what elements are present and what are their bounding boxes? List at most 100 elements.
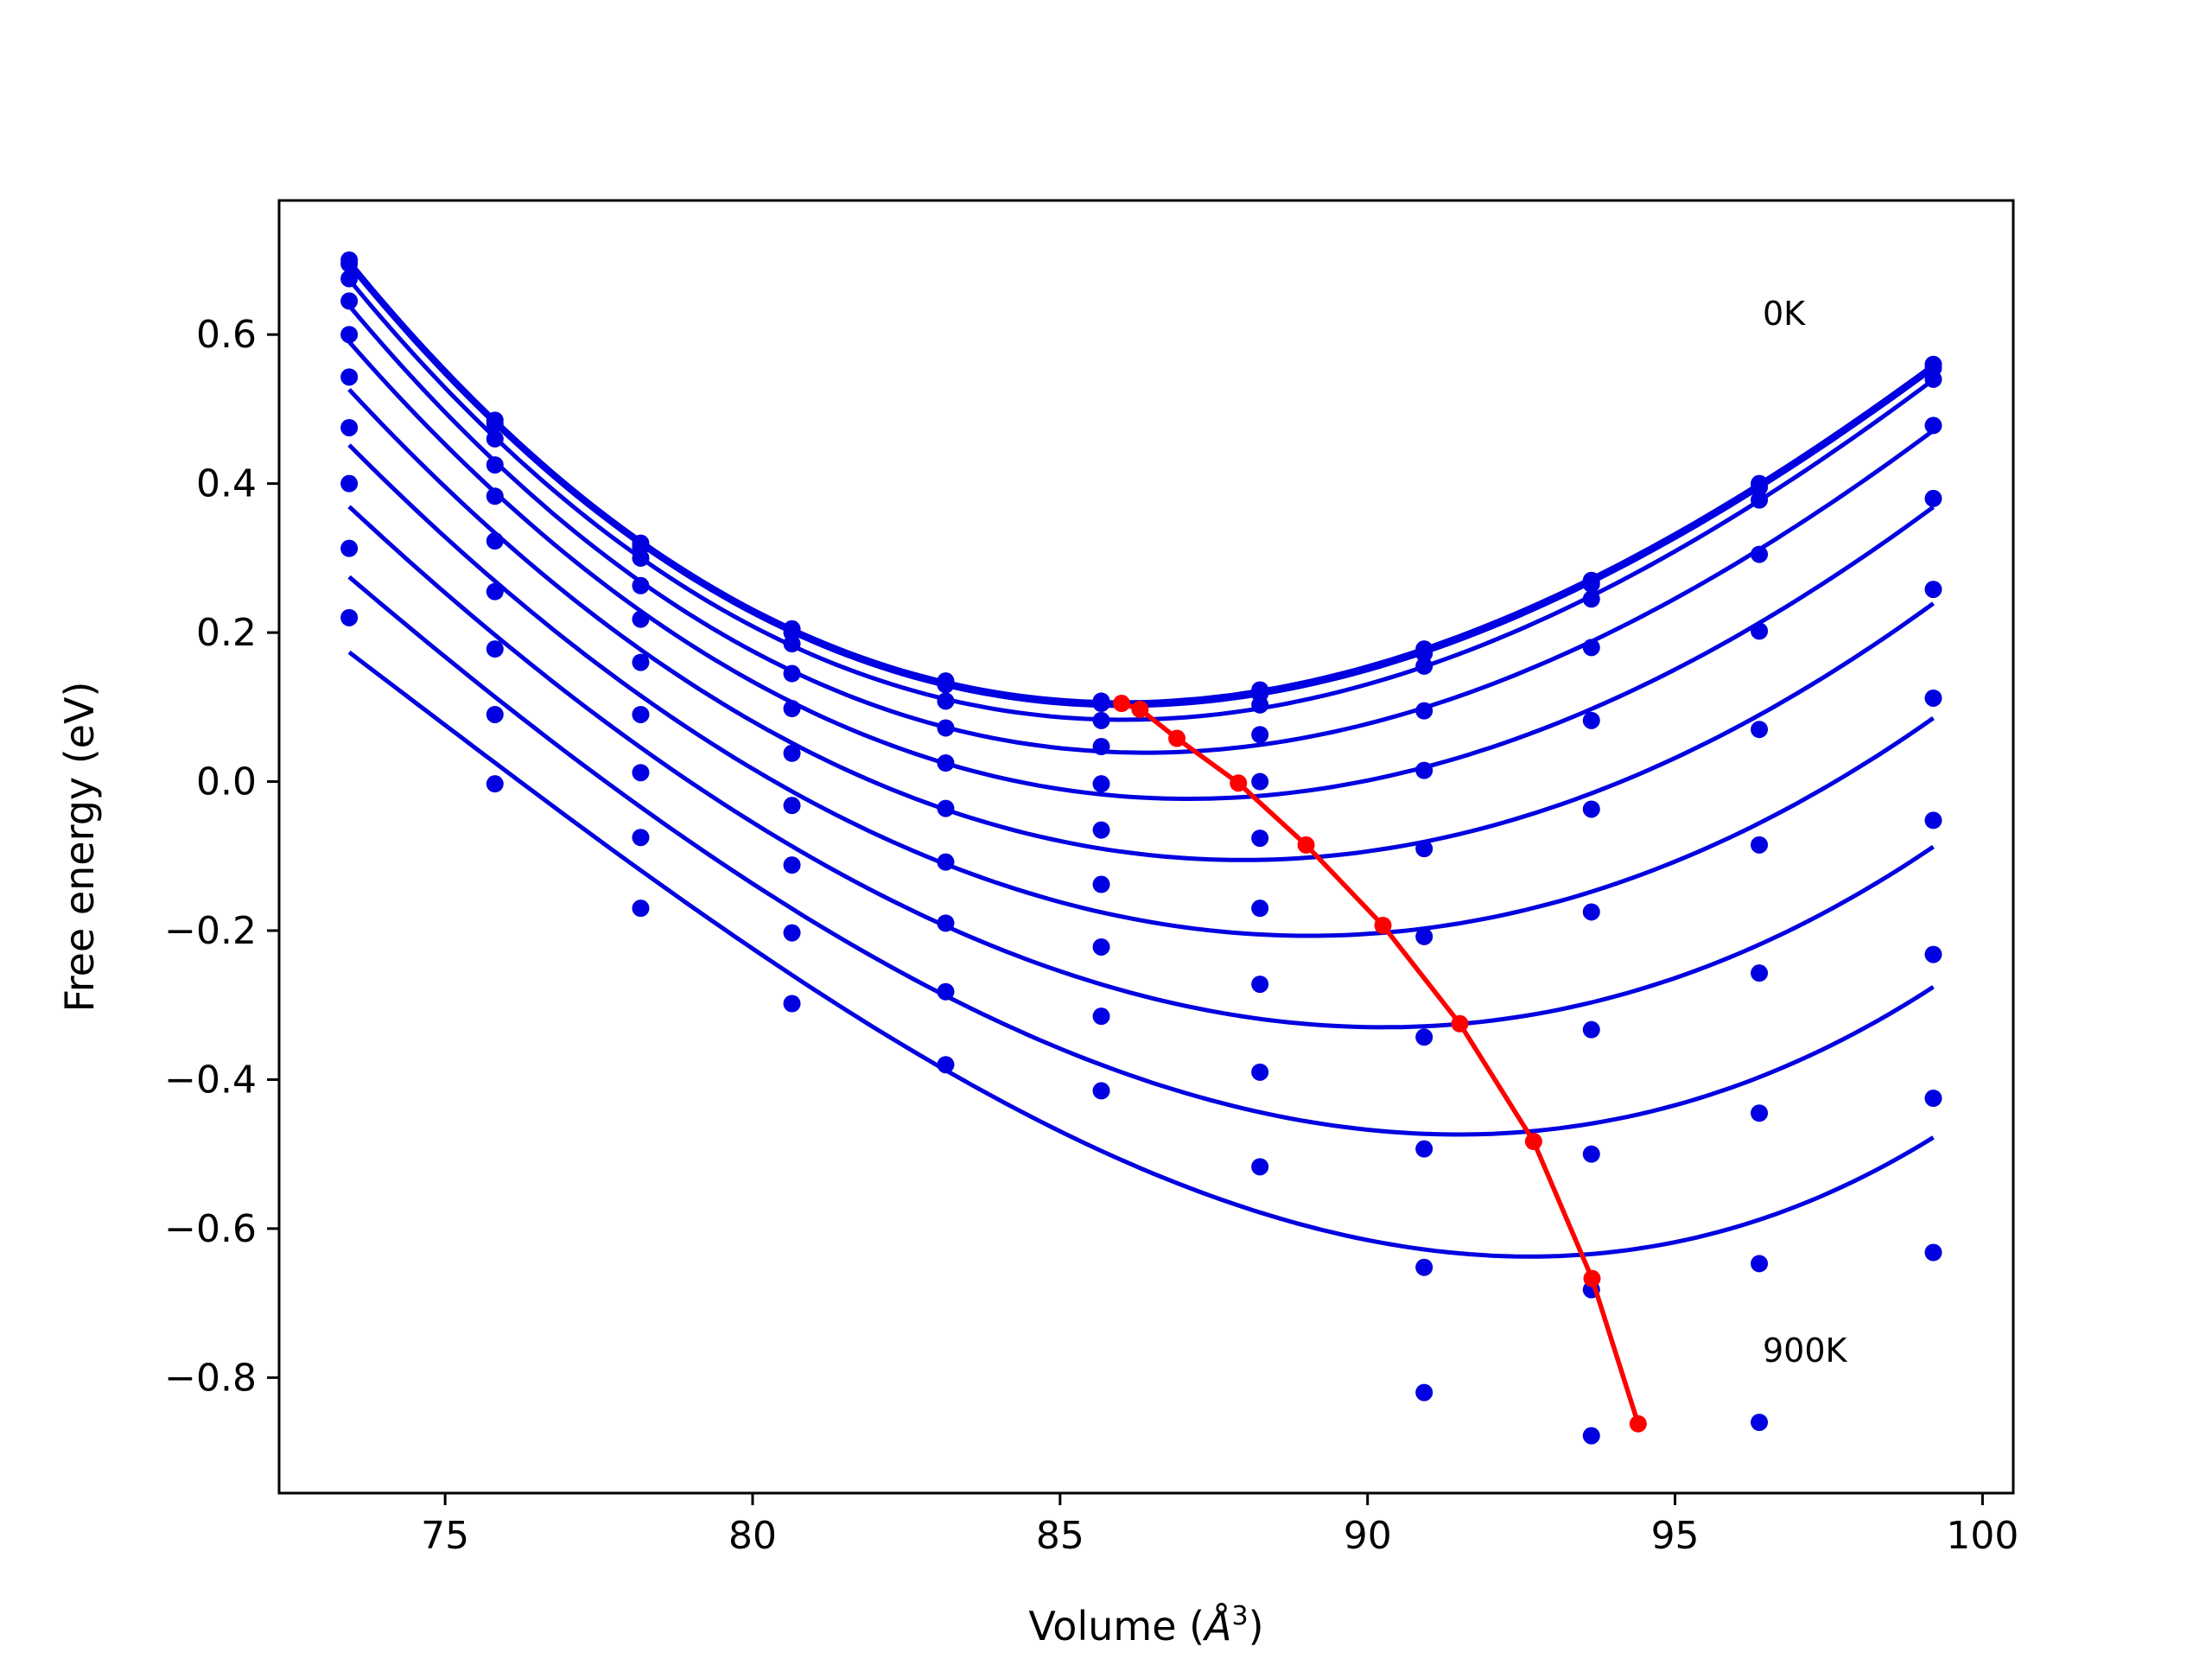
data-point [632,829,650,847]
data-point [937,853,955,871]
minimum-point [1168,729,1186,747]
data-point [1415,761,1433,779]
data-point [1582,1020,1600,1039]
fit-curve [347,575,1935,1137]
data-point [937,799,955,817]
data-point [937,692,955,710]
data-point [1251,899,1269,918]
data-point [937,982,955,1001]
data-point [632,610,650,628]
data-point [1582,903,1600,921]
data-point [1582,590,1600,608]
data-point [486,456,504,474]
data-point [1924,945,1942,963]
data-points [340,251,1942,1445]
data-point [1415,1140,1433,1158]
data-point [1092,821,1110,839]
data-point [486,640,504,658]
minimum-point [1374,916,1392,934]
data-point [1092,1007,1110,1026]
minimum-point [1524,1133,1542,1151]
minimum-point [1451,1014,1469,1033]
data-point [937,719,955,737]
fit-curve [347,505,1935,1030]
x-axis-label: Volume (Å3) [1028,1601,1263,1649]
data-point [486,429,504,448]
minimum-point [1297,836,1315,854]
data-point [340,326,359,344]
data-point [632,653,650,671]
data-point [1751,478,1769,496]
data-point [1751,836,1769,854]
data-point [783,797,801,815]
data-point [632,549,650,567]
data-point [340,418,359,436]
minimum-point [1113,695,1131,713]
x-tick-label: 90 [1344,1514,1392,1558]
data-point [1924,1090,1942,1108]
annotation-0k: 0K [1763,295,1806,333]
data-point [1751,622,1769,640]
minimum-point [1131,700,1149,718]
data-point [783,995,801,1013]
data-point [1924,811,1942,830]
x-axis-ticks: 75 80 85 90 95 100 [421,1493,2018,1558]
data-point [1924,1243,1942,1262]
data-point [632,899,650,918]
data-point [1751,1255,1769,1273]
data-point [1582,639,1600,657]
fit-curve [347,650,1935,1259]
data-point [486,415,504,433]
data-point [1582,575,1600,594]
data-point [1092,695,1110,713]
data-point [937,753,955,772]
minimum-point [1583,1269,1601,1287]
y-tick-label: −0.6 [164,1207,257,1251]
data-point [1582,1145,1600,1163]
data-point [1924,581,1942,599]
annotations: 0K 900K [1763,295,1848,1370]
data-point [783,700,801,718]
data-point [1092,938,1110,956]
data-point [1751,545,1769,563]
data-point [1251,830,1269,848]
data-point [1924,416,1942,435]
data-point [937,676,955,694]
data-point [1092,711,1110,729]
data-point [783,635,801,653]
fit-curve [347,388,1935,862]
x-tick-label: 100 [1946,1514,2018,1558]
data-point [1092,875,1110,893]
y-tick-label: −0.4 [164,1058,257,1102]
data-point [1415,702,1433,720]
data-point [1092,1082,1110,1100]
data-point [937,1056,955,1074]
data-point [783,664,801,683]
data-point [1415,927,1433,945]
data-point [340,292,359,310]
data-point [783,856,801,874]
data-point [1751,1104,1769,1122]
y-axis-label: Free energy (eV) [56,682,103,1013]
plot-frame [277,199,2015,1495]
data-point [1415,840,1433,858]
data-point [1415,1258,1433,1276]
annotation-900k: 900K [1763,1332,1848,1370]
data-point [1251,1158,1269,1176]
data-point [1582,1427,1600,1445]
fit-curve [347,304,1935,755]
data-point [1751,491,1769,509]
x-tick-label: 80 [728,1514,777,1558]
y-tick-label: 0.2 [196,611,257,655]
y-tick-label: 0.4 [196,462,257,506]
data-point [486,775,504,793]
data-point [1924,370,1942,388]
data-point [1924,689,1942,707]
minimum-point [1629,1414,1647,1433]
data-point [340,368,359,386]
data-point [1251,726,1269,744]
data-point [486,705,504,723]
data-point [1415,1383,1433,1402]
x-tick-label: 85 [1036,1514,1084,1558]
data-point [1251,772,1269,791]
